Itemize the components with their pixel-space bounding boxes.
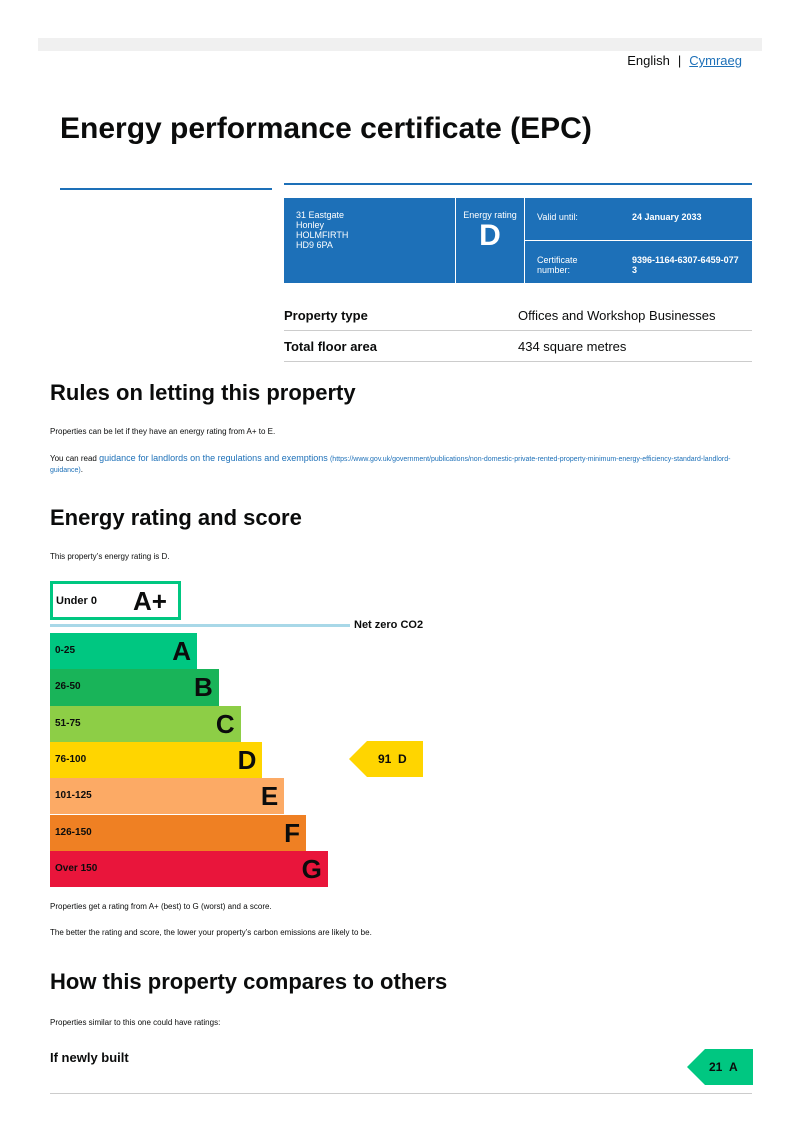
band-range: 76-100	[55, 753, 87, 765]
rating-note-1: Properties get a rating from A+ (best) t…	[50, 902, 272, 911]
top-bar	[38, 38, 762, 51]
guidance-text: You can read guidance for landlords on t…	[50, 453, 750, 476]
floor-area-row: Total floor area 434 square metres	[284, 332, 752, 362]
page-title: Energy performance certificate (EPC)	[60, 112, 592, 145]
band-c: 51-75 C	[50, 705, 241, 742]
band-d: 76-100 D	[50, 741, 263, 779]
language-english: English	[627, 53, 670, 68]
address-line: HOLMFIRTH	[296, 230, 349, 240]
valid-until-value: 24 January 2033	[632, 212, 702, 222]
guidance-link[interactable]: guidance for landlords on the regulation…	[99, 453, 328, 463]
band-b: 26-50 B	[50, 669, 219, 706]
newly-built-letter: A	[729, 1060, 738, 1074]
band-letter: A+	[133, 586, 167, 616]
row-label: Total floor area	[284, 339, 377, 354]
certificate-label: Certificate number:	[537, 255, 578, 275]
band-range: 126-150	[55, 826, 92, 838]
certificate-number: Certificate number: 9396-1164-6307-6459-…	[525, 241, 752, 283]
energy-rating-label: Energy rating	[463, 210, 517, 220]
text: You can read	[50, 454, 100, 463]
compare-intro: Properties similar to this one could hav…	[50, 1018, 221, 1027]
divider	[50, 1093, 752, 1094]
address-line: Honley	[296, 220, 325, 230]
rules-heading: Rules on letting this property	[50, 380, 356, 405]
row-label: Property type	[284, 308, 368, 323]
band-range: Under 0	[56, 595, 97, 607]
valid-until: Valid until: 24 January 2033	[525, 198, 752, 241]
band-range: Over 150	[55, 862, 98, 874]
rules-text: Properties can be let if they have an en…	[50, 427, 276, 436]
net-zero-line	[50, 624, 350, 627]
current-letter: D	[398, 752, 407, 766]
current-rating-arrow	[349, 741, 423, 777]
band-letter: A	[172, 636, 191, 666]
band-range: 51-75	[55, 717, 81, 729]
property-type-row: Property type Offices and Workshop Busine…	[284, 301, 752, 331]
address-line: HD9 6PA	[296, 240, 333, 250]
text: .	[80, 465, 83, 474]
band-range: 26-50	[55, 681, 81, 693]
current-score: 91	[378, 752, 392, 766]
certificate-value: 9396-1164-6307-6459-0773	[632, 255, 739, 275]
current-rating-label: 91 D	[378, 752, 407, 766]
newly-built-arrow	[687, 1049, 753, 1085]
valid-until-label: Valid until:	[537, 212, 578, 222]
energy-rating-heading: Energy rating and score	[50, 505, 302, 530]
band-a: 0-25 A	[50, 633, 197, 670]
newly-built-score: 21	[709, 1060, 723, 1074]
band-letter: D	[237, 744, 257, 775]
band-letter: F	[284, 817, 300, 848]
compare-heading: How this property compares to others	[50, 969, 448, 994]
band-range: 101-125	[55, 790, 92, 802]
divider-left	[60, 188, 272, 190]
guidance-url[interactable]: (https://www.gov.uk/government/publicati…	[50, 456, 731, 474]
newly-built-arrow-shape	[687, 1049, 753, 1085]
newly-built-rating: 21 A	[709, 1060, 738, 1074]
newly-built-label: If newly built	[50, 1050, 129, 1065]
band-g: Over 150 G	[50, 850, 328, 888]
energy-rating-value: D	[479, 219, 501, 252]
language-welsh-link[interactable]: Cymraeg	[689, 53, 742, 68]
band-range: 0-25	[55, 645, 76, 656]
epc-summary-box: 31 Eastgate Honley HOLMFIRTH HD9 6PA Ene…	[284, 198, 752, 283]
band-letter: E	[260, 781, 279, 812]
row-value: 434 square metres	[518, 339, 627, 354]
row-value: Offices and Workshop Businesses	[518, 308, 716, 323]
language-switcher: English | Cymraeg	[627, 53, 742, 68]
rating-note-2: The better the rating and score, the low…	[50, 928, 372, 937]
band-letter: G	[301, 853, 322, 884]
rating-intro: This property’s energy rating is D.	[50, 552, 170, 561]
address-line: 31 Eastgate	[296, 210, 345, 220]
net-zero-label: Net zero CO2	[354, 619, 424, 631]
divider-right	[284, 183, 752, 185]
band-f: 126-150 F	[50, 814, 306, 851]
separator: |	[677, 53, 682, 68]
band-letter: B	[194, 672, 213, 703]
band-e: 101-125 E	[50, 778, 285, 815]
band-letter: C	[215, 708, 235, 739]
band-a-plus: Under 0 A+	[50, 581, 181, 620]
current-rating-arrow-shape	[349, 741, 423, 777]
energy-rating-cell: Energy rating D	[456, 198, 525, 283]
address: 31 Eastgate Honley HOLMFIRTH HD9 6PA	[284, 198, 456, 283]
